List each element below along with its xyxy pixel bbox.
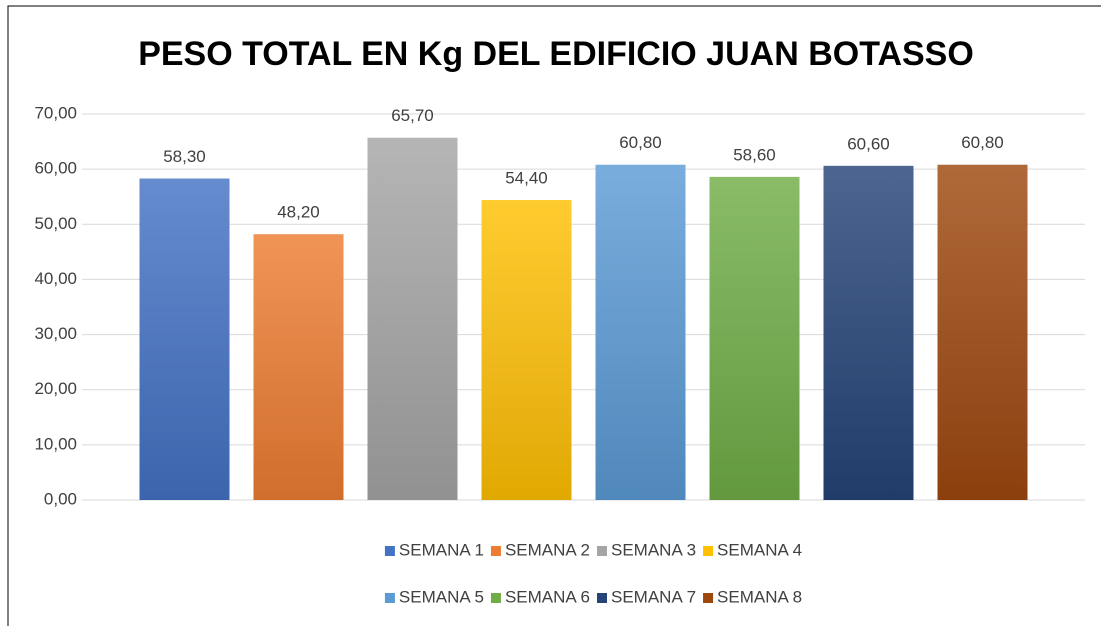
- legend-swatch: [384, 593, 395, 603]
- bar: [595, 164, 686, 500]
- y-tick-label: 60,00: [34, 159, 77, 178]
- legend-swatch: [703, 593, 714, 603]
- legend-label: SEMANA 1: [399, 540, 484, 559]
- legend-label: SEMANA 2: [505, 540, 590, 559]
- legend-swatch: [703, 546, 714, 556]
- y-tick-label: 10,00: [34, 434, 77, 453]
- bar: [937, 164, 1028, 500]
- bar: [367, 137, 458, 500]
- legend-label: SEMANA 4: [717, 540, 802, 559]
- legend-swatch: [597, 546, 607, 556]
- legend-label: SEMANA 8: [717, 587, 802, 606]
- data-label: 48,20: [277, 203, 320, 222]
- legend-swatch: [490, 546, 501, 556]
- bar: [139, 178, 230, 500]
- bar: [709, 176, 800, 500]
- legend-label: SEMANA 7: [611, 587, 696, 606]
- y-tick-label: 0,00: [44, 489, 77, 508]
- data-label: 58,30: [163, 147, 206, 166]
- data-label: 60,80: [961, 133, 1004, 152]
- data-label: 54,40: [505, 169, 548, 188]
- legend-label: SEMANA 6: [505, 587, 590, 606]
- data-label: 58,60: [733, 145, 776, 164]
- data-label: 60,60: [847, 134, 890, 153]
- legend-swatch: [597, 593, 607, 603]
- y-tick-label: 30,00: [34, 324, 77, 343]
- data-label: 60,80: [619, 133, 662, 152]
- y-tick-label: 40,00: [34, 269, 77, 288]
- bar: [481, 200, 572, 500]
- y-tick-label: 50,00: [34, 214, 77, 233]
- data-label: 65,70: [391, 106, 434, 125]
- legend-label: SEMANA 3: [611, 540, 696, 559]
- chart-title: PESO TOTAL EN Kg DEL EDIFICIO JUAN BOTAS…: [138, 35, 974, 73]
- bar: [253, 234, 344, 500]
- legend-swatch: [384, 546, 395, 556]
- y-tick-label: 70,00: [34, 103, 77, 122]
- legend-label: SEMANA 5: [399, 587, 484, 606]
- legend-swatch: [490, 593, 501, 603]
- y-tick-label: 20,00: [34, 379, 77, 398]
- bar: [823, 165, 914, 500]
